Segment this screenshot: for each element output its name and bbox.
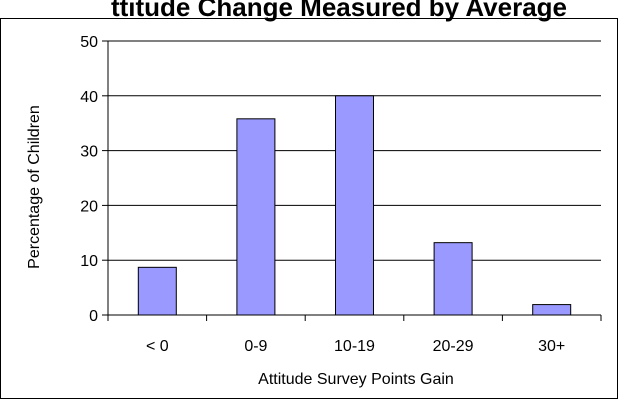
bar-1 [236,118,276,316]
bar-2 [335,95,374,316]
y-tick-label: 40 [80,89,98,106]
x-tick-label: 20-29 [433,338,474,355]
axes [107,41,602,321]
y-tick-label: 50 [80,34,98,51]
y-axis-title: Percentage of Children [26,105,43,269]
y-tick-label: 20 [80,198,98,215]
y-tick-label: 30 [80,144,98,161]
x-tick-label: < 0 [146,338,169,355]
chart-title: ttitude Change Measured by Average [111,0,567,22]
chart-border [0,18,618,399]
x-tick-label: 10-19 [334,338,375,355]
y-tick-labels: 0 10 20 30 40 50 [80,34,98,325]
bar-3 [433,242,473,316]
x-tick-label: 0-9 [244,338,267,355]
y-tick-label: 0 [89,308,98,325]
y-tick-label: 10 [80,253,98,270]
bar-4 [532,304,572,316]
bars [137,95,572,316]
bar-0 [137,266,177,316]
x-tick-labels: < 0 0-9 10-19 20-29 30+ [146,338,565,355]
x-tick-label: 30+ [538,338,565,355]
x-axis-title: Attitude Survey Points Gain [258,371,454,388]
